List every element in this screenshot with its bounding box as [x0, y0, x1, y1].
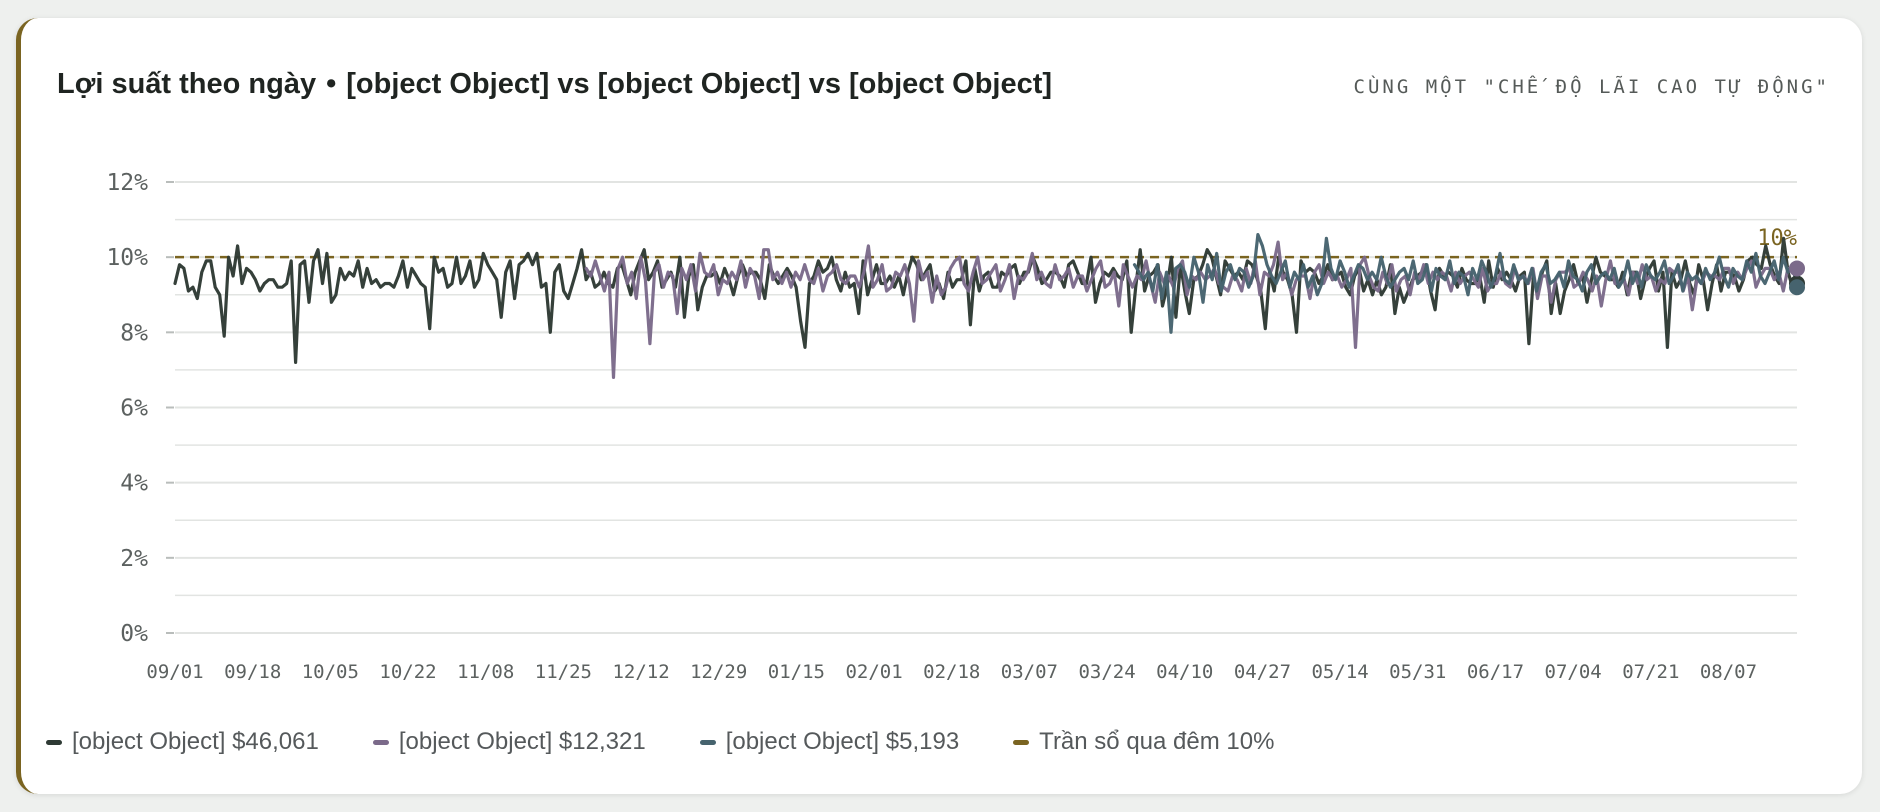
- series-end-marker-3: [1789, 279, 1805, 296]
- x-tick-label: 01/15: [768, 661, 825, 683]
- series-layer: [173, 233, 1805, 379]
- x-tick-label: 03/24: [1078, 661, 1135, 683]
- x-tick-label: 05/14: [1311, 661, 1368, 683]
- legend-swatch: [46, 739, 62, 745]
- title-separator: •: [326, 68, 337, 100]
- chart-card: Lợi suất theo ngày • [object Object] vs [o…: [16, 18, 1862, 794]
- regime-note: CÙNG MỘT "CHẾ ĐỘ LÃI CAO TỰ ĐỘNG": [1353, 76, 1830, 98]
- legend-item-cap[interactable]: Trần sổ qua đêm 10%: [1013, 728, 1274, 756]
- x-tick-label: 11/25: [535, 661, 592, 683]
- grid-layer: [175, 181, 1797, 634]
- series-line-3: [1132, 233, 1799, 334]
- x-tick-label: 06/17: [1467, 661, 1524, 683]
- x-tick-label: 11/08: [457, 661, 514, 683]
- x-tick-label: 09/01: [146, 661, 203, 683]
- y-tick-label: 12%: [106, 170, 148, 196]
- x-tick-label: 03/07: [1001, 661, 1058, 683]
- x-tick-label: 08/07: [1700, 661, 1757, 683]
- x-tick-label: 12/12: [612, 661, 669, 683]
- legend-swatch: [1013, 739, 1030, 745]
- legend-swatch: [699, 739, 716, 745]
- x-tick-label: 10/22: [379, 661, 436, 683]
- x-tick-label: 07/04: [1545, 661, 1602, 683]
- legend-label: [object Object] $12,321: [398, 728, 646, 755]
- reference-layer: 10%: [175, 226, 1797, 259]
- x-tick-label: 10/05: [302, 661, 359, 683]
- chart-legend: [object Object] $46,061 [object Object] …: [46, 728, 1328, 756]
- x-tick-label: 07/21: [1622, 661, 1679, 683]
- y-tick-label: 0%: [120, 621, 148, 647]
- legend-label: [object Object] $46,061: [72, 728, 319, 755]
- x-tick-label: 02/01: [845, 661, 902, 683]
- x-axis: 09/01 09/18 10/05 10/22 11/08 11/25 12/12 12/29…: [146, 661, 1757, 683]
- y-axis: 0% 2% 4% 6% 8% 10% 12%: [106, 170, 174, 647]
- y-tick-label: 4%: [120, 471, 148, 497]
- legend-item-series-1[interactable]: [object Object] $46,061: [46, 728, 319, 756]
- title-subtitle: [object Object] vs [object Object] vs [o…: [346, 68, 1053, 100]
- legend-label: [object Object] $5,193: [725, 728, 960, 755]
- x-tick-label: 12/29: [690, 661, 747, 683]
- series-line-1: [173, 236, 1799, 364]
- chart-title: Lợi suất theo ngày • [object Object] vs [o…: [57, 68, 1052, 101]
- title-main: Lợi suất theo ngày: [57, 68, 317, 100]
- legend-item-series-3[interactable]: [object Object] $5,193: [699, 728, 960, 756]
- y-tick-label: 6%: [120, 396, 148, 422]
- legend-swatch: [372, 739, 389, 745]
- y-tick-label: 8%: [120, 320, 148, 346]
- x-tick-label: 04/27: [1234, 661, 1291, 683]
- series-end-marker-2: [1789, 260, 1805, 277]
- x-tick-label: 05/31: [1389, 661, 1446, 683]
- y-tick-label: 10%: [106, 245, 148, 271]
- x-tick-label: 04/10: [1156, 661, 1213, 683]
- cap-reference-label: 10%: [1757, 226, 1797, 251]
- x-tick-label: 02/18: [923, 661, 980, 683]
- legend-label: Trần sổ qua đêm 10%: [1039, 728, 1275, 755]
- x-tick-label: 09/18: [224, 661, 281, 683]
- legend-item-series-2[interactable]: [object Object] $12,321: [372, 728, 646, 756]
- y-tick-label: 2%: [120, 546, 148, 572]
